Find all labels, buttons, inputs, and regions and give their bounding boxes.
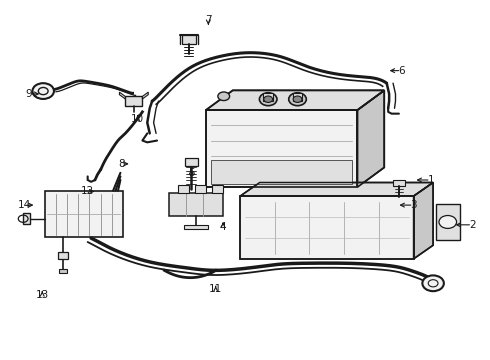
Bar bbox=[58, 252, 68, 259]
Circle shape bbox=[422, 275, 444, 291]
Bar bbox=[169, 193, 223, 216]
Bar bbox=[240, 196, 414, 259]
Text: 14: 14 bbox=[18, 200, 31, 210]
Bar bbox=[240, 196, 414, 259]
Polygon shape bbox=[143, 92, 148, 99]
Bar bbox=[293, 93, 302, 101]
Polygon shape bbox=[414, 183, 433, 259]
Text: 2: 2 bbox=[469, 220, 475, 230]
Circle shape bbox=[289, 93, 306, 106]
Text: 6: 6 bbox=[398, 66, 405, 76]
Polygon shape bbox=[206, 90, 384, 110]
Bar bbox=[59, 269, 67, 273]
Circle shape bbox=[293, 96, 302, 103]
Bar bbox=[263, 93, 273, 101]
Circle shape bbox=[218, 92, 230, 100]
Text: 11: 11 bbox=[209, 284, 222, 294]
Text: 9: 9 bbox=[25, 89, 32, 99]
Bar bbox=[182, 35, 196, 44]
Text: 7: 7 bbox=[205, 15, 212, 26]
Polygon shape bbox=[120, 92, 125, 99]
Text: 4: 4 bbox=[220, 222, 226, 231]
Bar bbox=[211, 161, 352, 184]
Bar bbox=[184, 225, 208, 229]
Bar bbox=[45, 191, 123, 237]
Circle shape bbox=[264, 96, 272, 103]
Bar bbox=[393, 180, 405, 186]
Bar bbox=[23, 213, 30, 224]
Text: 13: 13 bbox=[36, 290, 49, 300]
Bar bbox=[195, 185, 206, 193]
Bar bbox=[212, 185, 223, 193]
Text: 10: 10 bbox=[131, 114, 144, 124]
Text: 1: 1 bbox=[427, 175, 434, 185]
Bar bbox=[436, 204, 460, 240]
Bar bbox=[206, 110, 357, 187]
Circle shape bbox=[439, 216, 457, 228]
Bar bbox=[206, 110, 357, 187]
Text: 12: 12 bbox=[81, 186, 94, 197]
Circle shape bbox=[259, 93, 277, 106]
Text: 8: 8 bbox=[119, 159, 125, 169]
Text: 5: 5 bbox=[188, 168, 195, 178]
Bar bbox=[185, 158, 197, 166]
Polygon shape bbox=[357, 90, 384, 187]
Bar bbox=[125, 96, 143, 107]
Text: 3: 3 bbox=[410, 200, 417, 210]
Polygon shape bbox=[240, 183, 433, 196]
Circle shape bbox=[32, 83, 54, 99]
Bar bbox=[178, 185, 189, 193]
